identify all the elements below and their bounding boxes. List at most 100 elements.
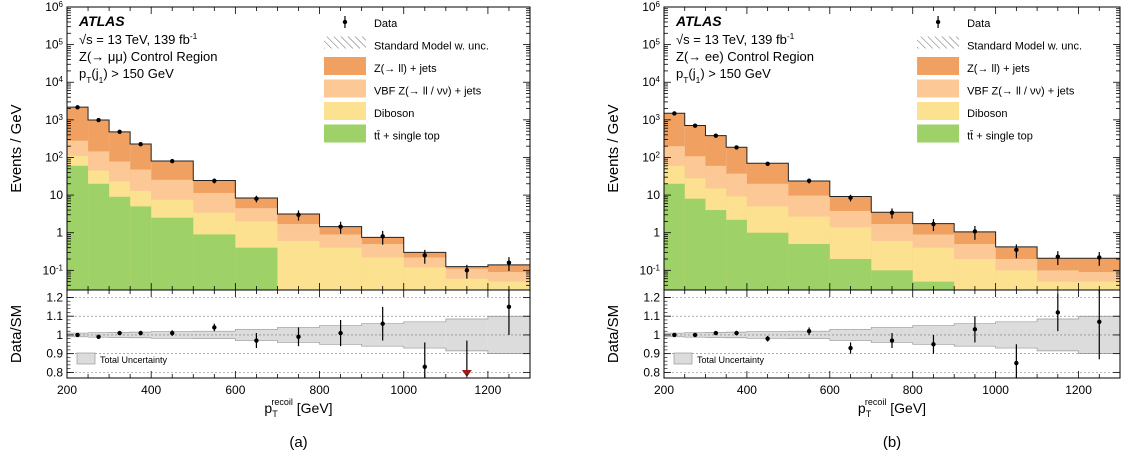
x-tick-label: 600	[225, 383, 245, 397]
x-tick-label: 1000	[982, 383, 1009, 397]
hist-bar	[705, 210, 727, 290]
legend-label: Z(→ ll) + jets	[374, 63, 437, 75]
hist-bar	[1078, 281, 1120, 290]
ratio-point	[254, 338, 259, 343]
main-plot-area	[67, 105, 530, 290]
sm-total-line	[664, 112, 1120, 290]
band-outline	[664, 336, 1120, 355]
data-point	[117, 129, 122, 135]
y-tick-label: 102	[642, 150, 660, 165]
legend-swatch	[917, 79, 960, 98]
hist-bar	[403, 267, 446, 290]
data-point	[1055, 254, 1061, 259]
ratio-point	[422, 364, 427, 369]
ratio-point	[506, 304, 512, 310]
sm-total-line	[67, 106, 530, 290]
panel-b: 10-1 1 10 102 103 104 105 106 Events / GeV ATLAS √…	[605, 0, 1121, 451]
x-tick-label: 200	[57, 383, 77, 397]
hist-bar	[684, 198, 706, 290]
info-line: √s = 13 TeV, 139 fb-1	[676, 31, 795, 47]
hist-bar	[995, 270, 1038, 290]
off-scale-arrow	[461, 370, 472, 377]
y-axis-label: Events / GeV	[8, 104, 25, 192]
legend-label: Data	[967, 18, 991, 30]
experiment-label: ATLAS	[675, 13, 722, 29]
data-point	[692, 123, 698, 128]
data-point	[212, 178, 217, 183]
x-tick-label: 200	[654, 383, 674, 397]
main-plot-area	[664, 111, 1120, 290]
ratio-y-axis-label: Data/SM	[8, 305, 25, 363]
ratio-plot-area	[67, 290, 530, 378]
data-point	[848, 195, 853, 200]
y-tick-label: 102	[45, 150, 63, 165]
ratio-y-tick-label: 0.9	[643, 347, 660, 361]
ratio-legend-swatch	[76, 352, 96, 365]
info-line: pT(j1) > 150 GeV	[79, 66, 174, 85]
legend-swatch	[323, 102, 366, 120]
ratio-point	[96, 334, 101, 340]
legend-label: VBF Z(→ ll / νν) + jets	[967, 86, 1075, 98]
data-point	[338, 224, 343, 229]
ratio-point	[692, 332, 698, 338]
uncertainty-band	[193, 331, 236, 339]
legend-swatch	[917, 57, 960, 75]
data-point	[296, 212, 301, 217]
data-point	[254, 196, 259, 201]
ratio-point	[972, 327, 978, 332]
hist-bar	[319, 247, 362, 290]
y-tick-label: 10	[50, 188, 64, 202]
ratio-point	[734, 330, 739, 336]
ratio-y-tick-label: 0.8	[643, 365, 660, 379]
ratio-point	[1097, 319, 1102, 325]
y-tick-label: 106	[642, 0, 660, 14]
legend-label: Diboson	[374, 108, 414, 120]
x-tick-label: 800	[903, 383, 923, 397]
hist-bar	[912, 281, 955, 290]
hist-bar	[726, 219, 747, 290]
hist-bar	[151, 217, 194, 290]
ratio-y-tick-label: 1	[653, 328, 660, 342]
ratio-point	[931, 342, 936, 347]
ratio-legend-label: Total Uncertainty	[697, 355, 765, 365]
ratio-point	[848, 345, 853, 351]
hist-bar	[130, 206, 152, 290]
hist-bar	[277, 241, 320, 290]
legend-swatch	[323, 57, 366, 75]
legend-label: Standard Model w. unc.	[967, 41, 1082, 53]
y-axis-label: Events / GeV	[605, 104, 622, 192]
legend-label: Data	[374, 18, 398, 30]
ratio-y-tick-label: 1.1	[46, 309, 63, 323]
hist-bar	[67, 165, 89, 290]
ratio-point	[117, 330, 122, 336]
data-point	[734, 145, 739, 150]
info-line: √s = 13 TeV, 139 fb-1	[79, 31, 198, 47]
data-point	[765, 161, 770, 166]
x-tick-label: 600	[820, 383, 840, 397]
x-tick-label: 400	[737, 383, 757, 397]
hist-bar	[361, 257, 404, 290]
ratio-y-tick-label: 0.8	[46, 365, 63, 379]
data-point	[972, 229, 978, 234]
hist-bar	[109, 196, 131, 290]
hist-bar	[954, 259, 996, 290]
y-tick-label: 103	[45, 112, 63, 127]
legend-label: Standard Model w. unc.	[374, 41, 489, 53]
data-point	[806, 178, 812, 183]
data-point	[931, 221, 936, 227]
ratio-y-axis-label: Data/SM	[605, 305, 622, 363]
hist-bar	[487, 281, 530, 290]
hist-bar	[829, 259, 872, 290]
y-tick-label: 105	[45, 37, 63, 52]
x-tick-label: 400	[141, 383, 161, 397]
ratio-point	[806, 328, 812, 334]
ratio-point	[338, 330, 343, 336]
y-tick-label: 106	[45, 0, 63, 14]
data-point	[889, 210, 895, 215]
legend-hatch-swatch	[323, 36, 366, 49]
panel-caption: (b)	[883, 434, 901, 451]
data-point	[138, 142, 143, 147]
legend-swatch	[323, 124, 366, 143]
data-point	[713, 133, 719, 138]
data-point	[672, 111, 677, 116]
